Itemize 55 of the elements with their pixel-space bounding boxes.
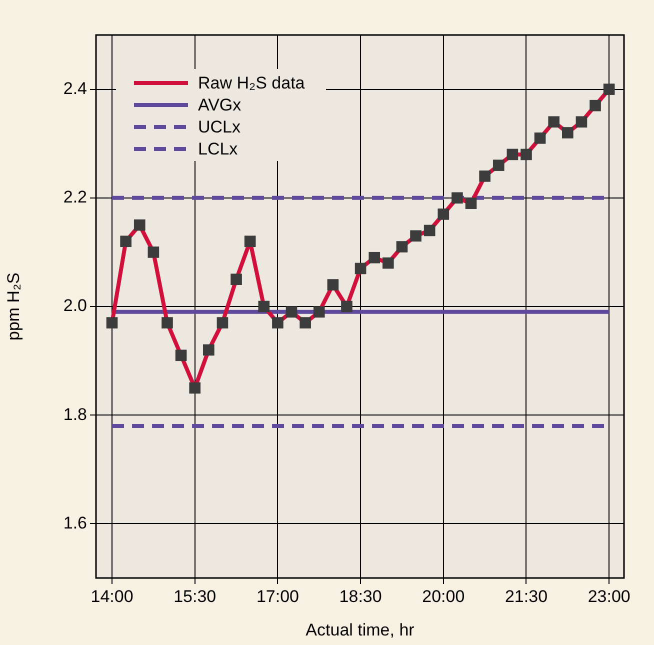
x-tick-label: 20:00 — [422, 586, 465, 606]
point — [534, 132, 546, 144]
y-tick-label: 2.4 — [63, 78, 87, 98]
point — [576, 116, 588, 128]
x-tick-label: 23:00 — [588, 586, 630, 606]
y-tick-label: 1.6 — [63, 513, 87, 532]
point — [520, 148, 532, 160]
point — [134, 219, 146, 231]
point — [203, 344, 214, 356]
point — [120, 236, 132, 247]
point — [230, 274, 242, 286]
point — [106, 317, 118, 328]
point — [562, 127, 574, 138]
point — [244, 236, 256, 247]
point — [506, 148, 518, 160]
point — [216, 317, 228, 328]
legend-label: UCLx — [198, 118, 242, 137]
point — [286, 306, 298, 318]
point — [438, 208, 450, 220]
point — [479, 170, 490, 182]
legend-label: AVGx — [198, 96, 242, 115]
point — [162, 317, 173, 328]
y-tick-label: 2.0 — [63, 296, 87, 316]
point — [465, 198, 477, 209]
point — [590, 100, 601, 112]
point — [424, 224, 436, 236]
point — [189, 382, 201, 394]
point — [382, 257, 394, 269]
point — [548, 116, 560, 128]
legend-label: LCLx — [198, 140, 238, 159]
point — [272, 317, 284, 328]
legend-label: Raw H₂S data — [198, 74, 306, 93]
point — [341, 300, 352, 312]
point — [396, 241, 408, 252]
point — [313, 306, 325, 318]
y-axis-title: ppm H₂S — [4, 272, 23, 341]
x-tick-label: 15:30 — [174, 586, 216, 606]
x-tick-label: 21:30 — [504, 586, 548, 606]
point — [492, 160, 504, 171]
point — [175, 350, 187, 362]
point — [368, 252, 380, 264]
x-tick-label: 18:30 — [339, 586, 382, 606]
point — [354, 262, 366, 274]
point — [327, 279, 339, 290]
point — [300, 317, 311, 328]
point — [410, 230, 422, 242]
y-tick-label: 2.2 — [63, 188, 87, 207]
y-tick-label: 1.8 — [63, 404, 87, 424]
x-tick-label: 17:00 — [256, 586, 299, 606]
x-tick-label: 14:00 — [90, 586, 134, 606]
point — [148, 246, 160, 258]
x-axis-title: Actual time, hr — [306, 620, 415, 640]
point — [603, 84, 615, 95]
point — [452, 192, 463, 204]
point — [258, 300, 270, 312]
